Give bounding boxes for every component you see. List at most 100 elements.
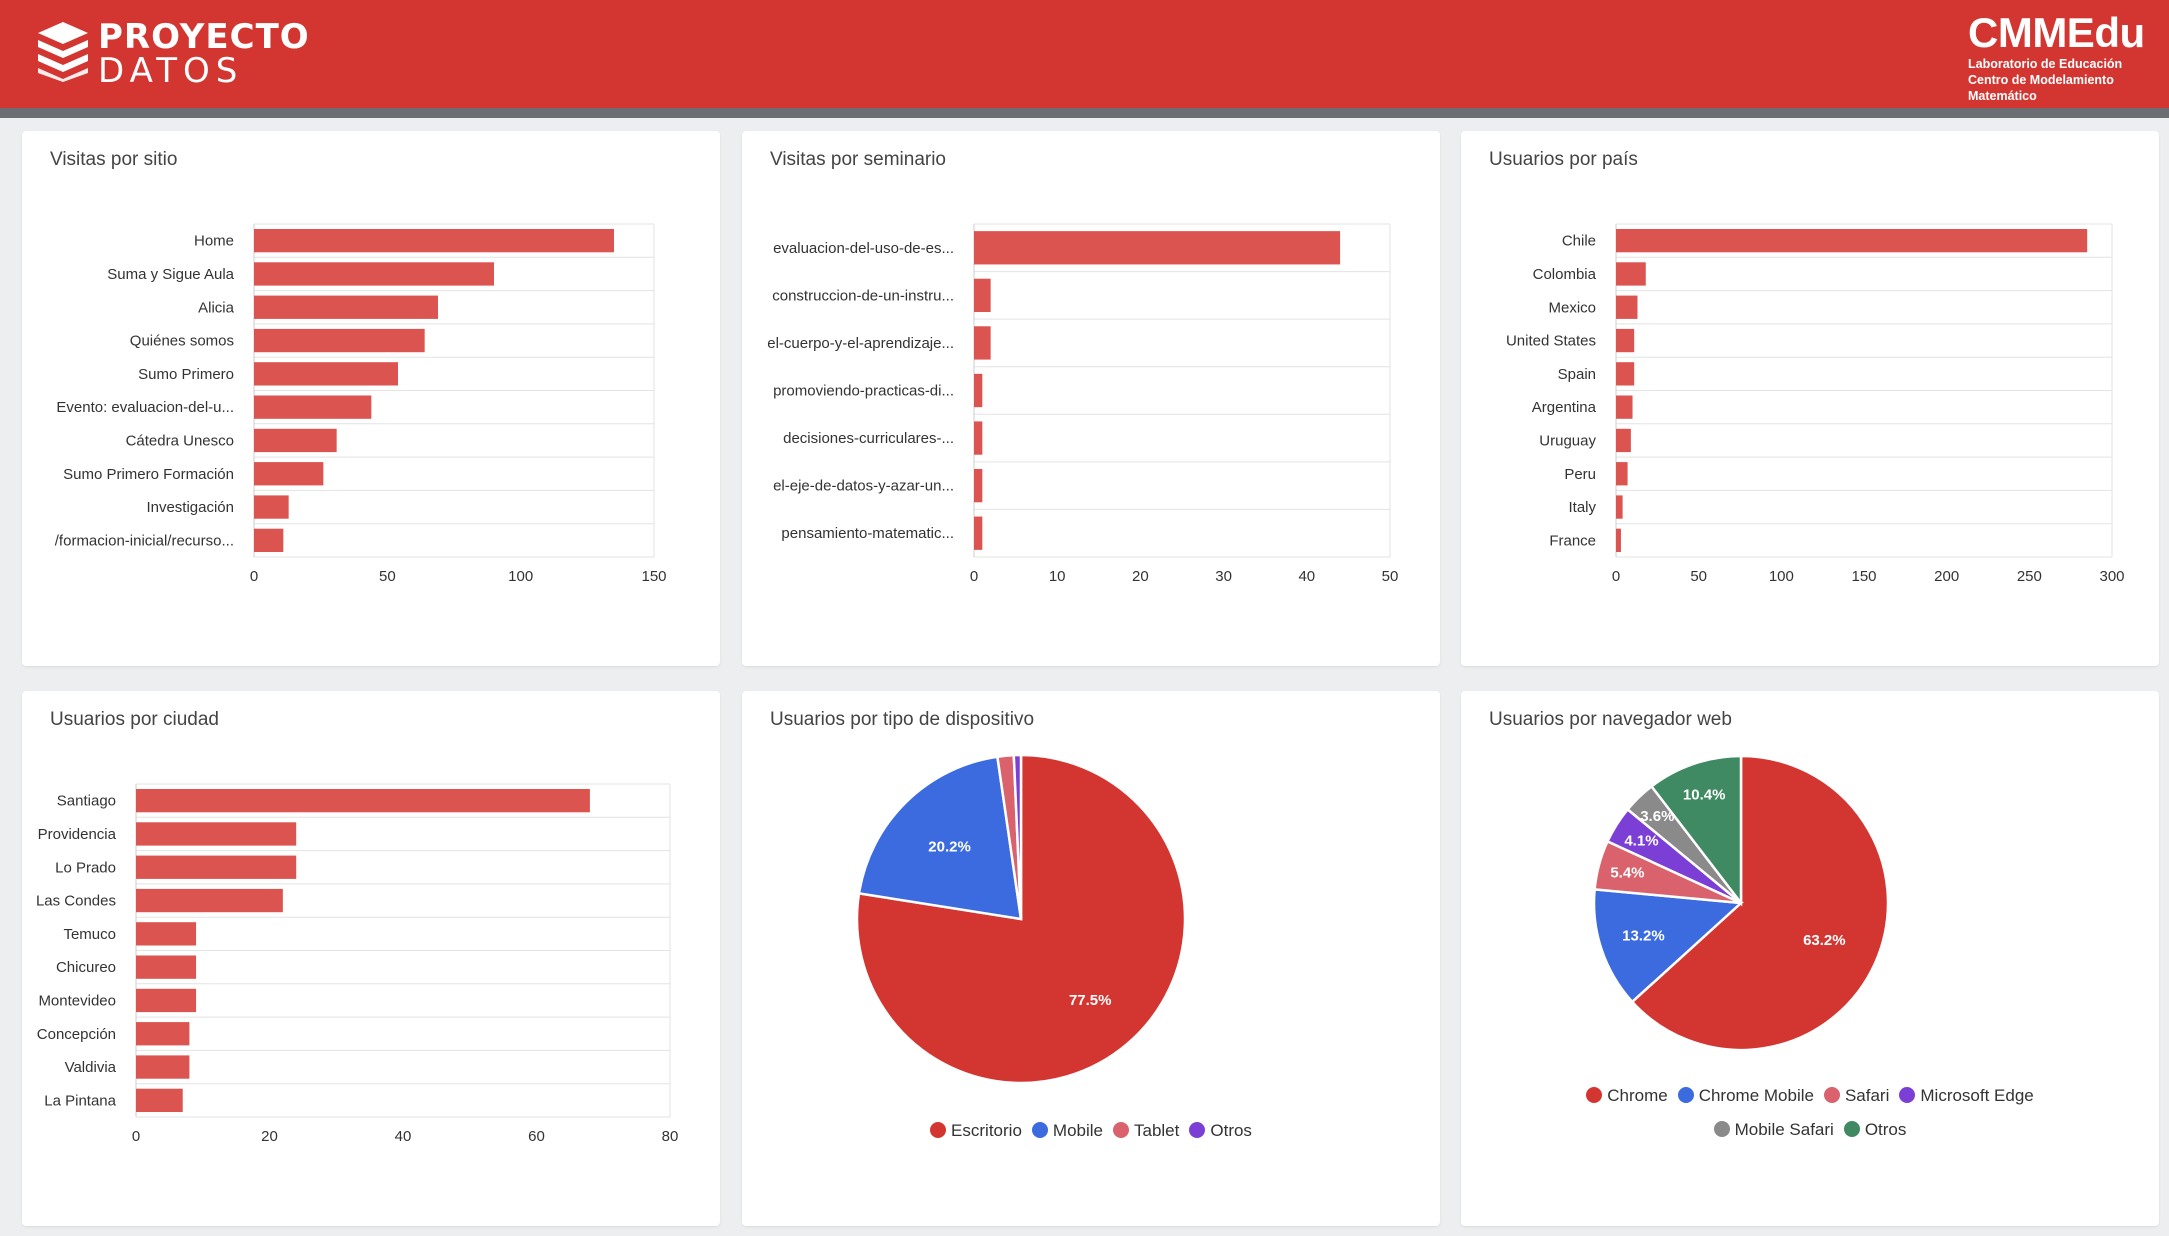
bar-promoviendo-practicas-di[interactable] (974, 373, 983, 408)
legend-swatch (1713, 1121, 1730, 1137)
legend-swatch (1113, 1122, 1129, 1138)
bar-el-eje-de-datos-y-azar-un[interactable] (974, 468, 983, 503)
slice-chrome-mobile[interactable] (1592, 888, 1744, 1004)
slice-value-label: 77.5% (1069, 992, 1112, 1009)
bar-las-condes[interactable] (136, 888, 283, 913)
stack-icon (38, 22, 88, 82)
chart-card-usuarios-por-navegador: Usuarios por navegador web 63.2% 13.2% 5.4… (1461, 691, 2159, 1226)
x-tick-label: 20 (1132, 568, 1149, 585)
x-tick-label: 150 (1851, 568, 1876, 585)
bar-spain[interactable] (1616, 362, 1635, 386)
bar-montevideo[interactable] (136, 988, 197, 1013)
x-tick-label: 50 (1690, 568, 1707, 585)
legend-item-tablet[interactable]: Tablet (1113, 1114, 1179, 1148)
bar-quienes-somos[interactable] (254, 328, 425, 353)
logo-line-2: DATOS (98, 51, 244, 91)
bar-evento-evaluacion-del-u[interactable] (254, 395, 372, 419)
slice-value-label: 5.4% (1610, 864, 1644, 881)
cmmedu-logo[interactable]: CMMEdu Laboratorio de Educación Centro d… (1968, 10, 2158, 104)
bar-sumo-primero-formacion[interactable] (254, 462, 324, 486)
bar-construccion-de-un-instru[interactable] (974, 278, 991, 313)
chart-card-usuarios-por-pais: Usuarios por país Chile Colombia Mexico Uni… (1461, 131, 2159, 666)
category-label: La Pintana (44, 1092, 116, 1109)
slice-value-label: 13.2% (1622, 928, 1665, 945)
bar-suma-y-sigue-aula[interactable] (254, 262, 494, 286)
legend-swatch (930, 1122, 947, 1138)
legend-item-chrome[interactable]: Chrome (1586, 1079, 1668, 1113)
chart-card-visitas-por-seminario: Visitas por seminario evaluacion-del-uso… (742, 131, 1440, 666)
bar-chart: evaluacion-del-uso-de-es... construccion-… (767, 223, 1398, 585)
category-label: /formacion-inicial/recurso... (55, 532, 234, 549)
legend-swatch (1677, 1087, 1694, 1103)
bar-decisiones-curriculares[interactable] (974, 421, 983, 455)
bar-el-cuerpo-y-el-aprendizaje[interactable] (974, 326, 991, 360)
legend-item-chrome-mobile[interactable]: Chrome Mobile (1677, 1079, 1814, 1113)
x-tick-label: 60 (528, 1128, 545, 1145)
bar-united-states[interactable] (1616, 328, 1635, 353)
header-divider (0, 108, 2169, 118)
bar-chart: Chile Colombia Mexico United States Spain Arg… (1506, 223, 2125, 585)
category-label: Providencia (38, 826, 117, 843)
bar-peru[interactable] (1616, 462, 1628, 486)
chart-title: Usuarios por país (1489, 149, 1638, 170)
bar-evaluacion-del-uso-de-es[interactable] (974, 231, 1341, 265)
x-tick-label: 50 (379, 568, 396, 585)
bar-santiago[interactable] (136, 788, 590, 813)
chart-title: Usuarios por navegador web (1489, 709, 1732, 730)
bar-investigacion[interactable] (254, 495, 289, 519)
logo-line-1: PROYECTO (98, 17, 310, 57)
slice-mobile[interactable] (857, 755, 1023, 921)
bar-uruguay[interactable] (1616, 428, 1631, 453)
legend-item-safari[interactable]: Safari (1823, 1079, 1889, 1113)
slice-otros[interactable] (1649, 754, 1743, 907)
bar-la-pintana[interactable] (136, 1088, 183, 1113)
bar-alicia[interactable] (254, 295, 438, 319)
x-tick-label: 300 (2099, 568, 2124, 585)
brand-name: CMMEdu (1968, 9, 2145, 56)
bar-france[interactable] (1616, 528, 1621, 553)
category-label: Colombia (1533, 266, 1597, 283)
slice-chrome[interactable] (1630, 754, 1890, 1052)
legend-item-otros[interactable]: Otros (1189, 1114, 1252, 1148)
pie: 77.5% 20.2% (855, 753, 1187, 1085)
chart-title: Usuarios por tipo de dispositivo (770, 709, 1035, 730)
legend-item-mobile-safari[interactable]: Mobile Safari (1713, 1113, 1834, 1147)
legend-label: Escritorio (951, 1121, 1022, 1140)
legend-item-otros[interactable]: Otros (1843, 1113, 1907, 1147)
legend-label: Microsoft Edge (1920, 1086, 2034, 1105)
bar-valdivia[interactable] (136, 1055, 190, 1079)
bar-colombia[interactable] (1616, 262, 1646, 286)
category-label: Uruguay (1539, 432, 1596, 449)
bar-pensamiento-matematic[interactable] (974, 516, 983, 550)
bar-home[interactable] (254, 228, 614, 253)
bar-chicureo[interactable] (136, 955, 197, 979)
bar-concepcion[interactable] (136, 1022, 190, 1046)
category-label: Lo Prado (55, 859, 116, 876)
plot-area: Santiago Providencia Lo Prado Las Condes Tem… (36, 783, 678, 1145)
legend-swatch (1823, 1087, 1840, 1103)
bar-lo-prado[interactable] (136, 855, 297, 879)
legend-label: Chrome (1607, 1086, 1668, 1105)
x-tick-label: 20 (261, 1128, 278, 1145)
bar-formacion-inicial-recurso[interactable] (254, 528, 284, 553)
chart-title: Visitas por sitio (50, 149, 178, 170)
chart-card-usuarios-por-ciudad: Usuarios por ciudad Santiago Providencia L… (22, 691, 720, 1226)
slice-otros[interactable] (1012, 753, 1023, 920)
x-tick-label: 40 (1298, 568, 1315, 585)
bar-chart: Santiago Providencia Lo Prado Las Condes Tem… (36, 783, 678, 1145)
legend-label: Otros (1864, 1120, 1907, 1139)
bar-italy[interactable] (1616, 495, 1623, 519)
brand-sub-1: Laboratorio de Educación (1968, 57, 2123, 71)
bar-chile[interactable] (1616, 228, 2088, 253)
bar-catedra-unesco[interactable] (254, 428, 337, 453)
pie: 63.2% 13.2% 5.4% 4.1% 3.6% 10.4% (1592, 754, 1890, 1052)
bar-sumo-primero[interactable] (254, 362, 398, 386)
legend-item-escritorio[interactable]: Escritorio (930, 1114, 1022, 1148)
bar-temuco[interactable] (136, 922, 197, 946)
legend-item-microsoft-edge[interactable]: Microsoft Edge (1899, 1079, 2034, 1113)
bar-argentina[interactable] (1616, 395, 1633, 419)
bar-mexico[interactable] (1616, 295, 1638, 319)
legend-item-mobile[interactable]: Mobile (1031, 1114, 1103, 1148)
bar-providencia[interactable] (136, 822, 297, 846)
x-tick-label: 0 (250, 568, 258, 585)
